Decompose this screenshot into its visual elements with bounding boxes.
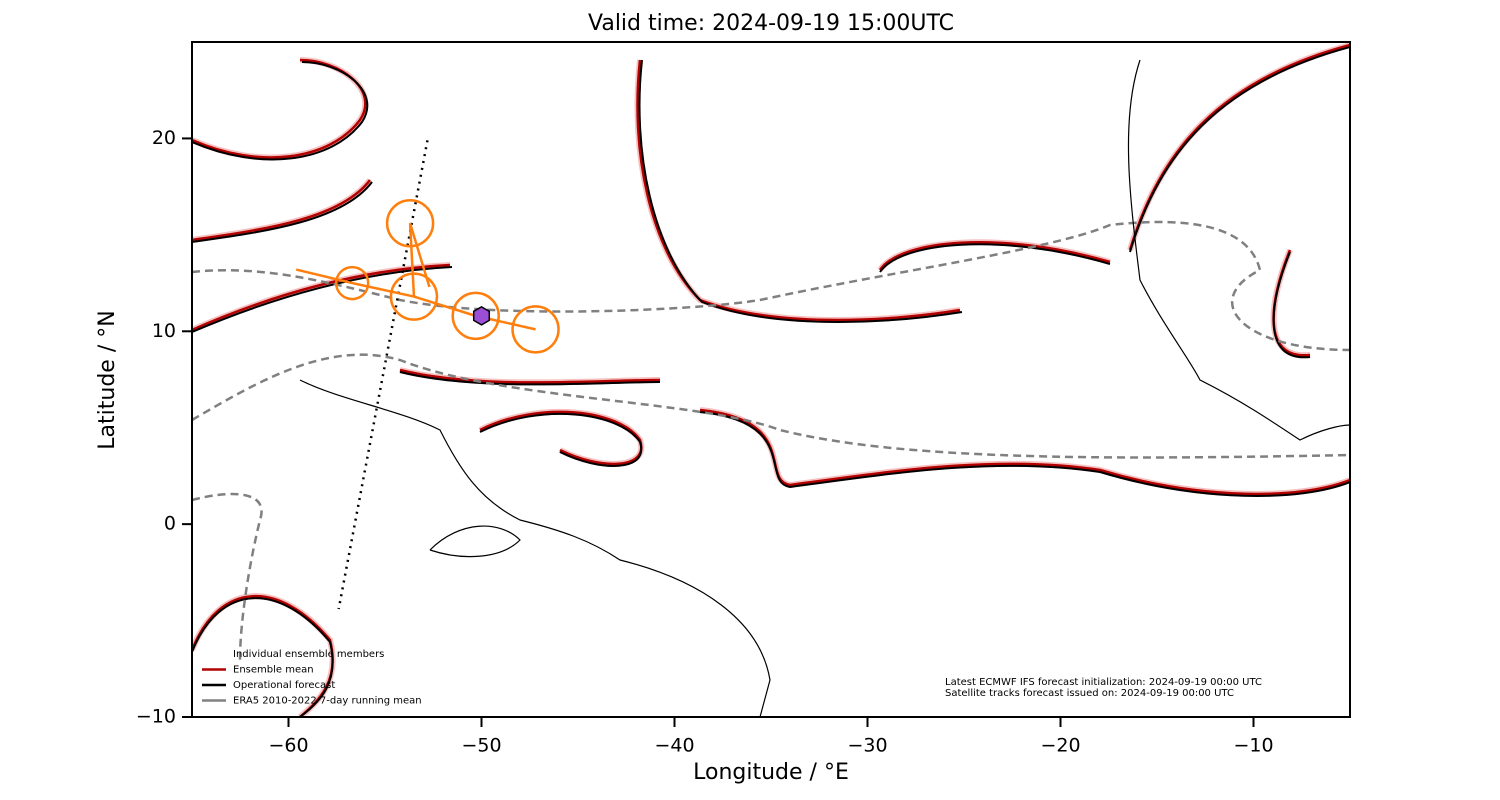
y-axis-label: Latitude / °N [95,310,120,449]
plot-frame [191,41,1351,718]
y-tick-label: −10 [136,706,176,728]
current-position [472,305,491,326]
chart-title: Valid time: 2024-09-19 15:00UTC [588,11,954,36]
track-point [451,291,500,341]
track-point [389,272,439,321]
legend-label: Individual ensemble members [233,649,384,660]
x-tick-label: −20 [1040,735,1080,757]
satellite-track [337,140,429,610]
track-point [511,305,560,354]
x-axis-label: Longitude / °E [693,760,849,785]
track-point [385,199,435,248]
x-tick-label: −40 [654,735,694,757]
legend-label: Ensemble mean [233,665,314,676]
track-branch [408,222,431,297]
track-point [334,265,370,301]
y-tick-label: 10 [152,320,176,342]
legend-label: Operational forecast [233,680,335,691]
legend-label: ERA5 2010-2022 7-day running mean [233,696,422,707]
x-tick-label: −30 [847,735,887,757]
y-tick-label: 20 [152,127,176,149]
map-background [192,42,1350,717]
annotation: Satellite tracks forecast issued on: 202… [945,688,1234,699]
x-tick-label: −60 [268,735,308,757]
x-tick-label: −50 [461,735,501,757]
x-tick-label: −10 [1233,735,1273,757]
y-tick-label: 0 [164,513,176,535]
annotation: Latest ECMWF IFS forecast initialization… [945,677,1262,688]
